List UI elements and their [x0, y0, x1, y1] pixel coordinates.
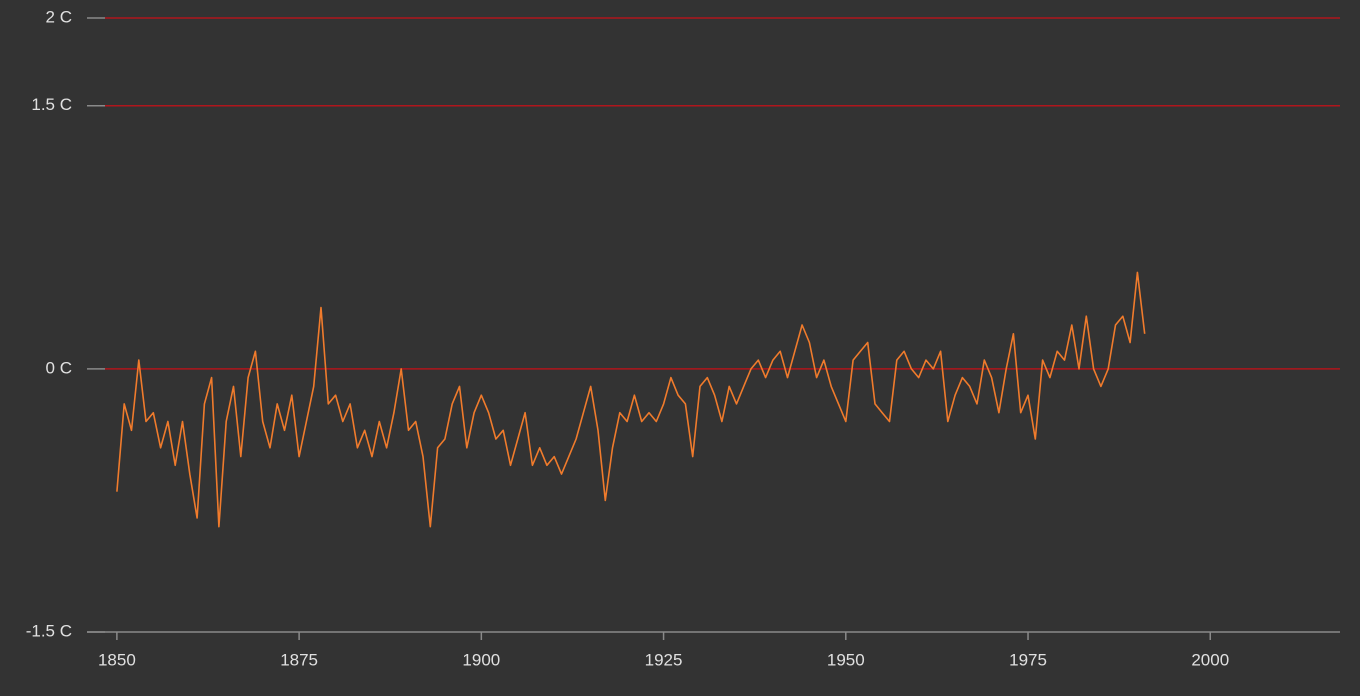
x-tick-label: 1950: [827, 650, 865, 669]
y-tick-label: 1.5 C: [31, 95, 72, 114]
x-tick-label: 1925: [645, 650, 683, 669]
y-tick-label: 2 C: [46, 7, 72, 26]
x-tick-label: 1850: [98, 650, 136, 669]
y-tick-label: -1.5 C: [26, 621, 72, 640]
x-tick-label: 1900: [462, 650, 500, 669]
x-tick-label: 1975: [1009, 650, 1047, 669]
y-tick-label: 0 C: [46, 358, 72, 377]
x-tick-label: 2000: [1191, 650, 1229, 669]
data-line: [116, 271, 1146, 528]
x-tick-label: 1875: [280, 650, 318, 669]
